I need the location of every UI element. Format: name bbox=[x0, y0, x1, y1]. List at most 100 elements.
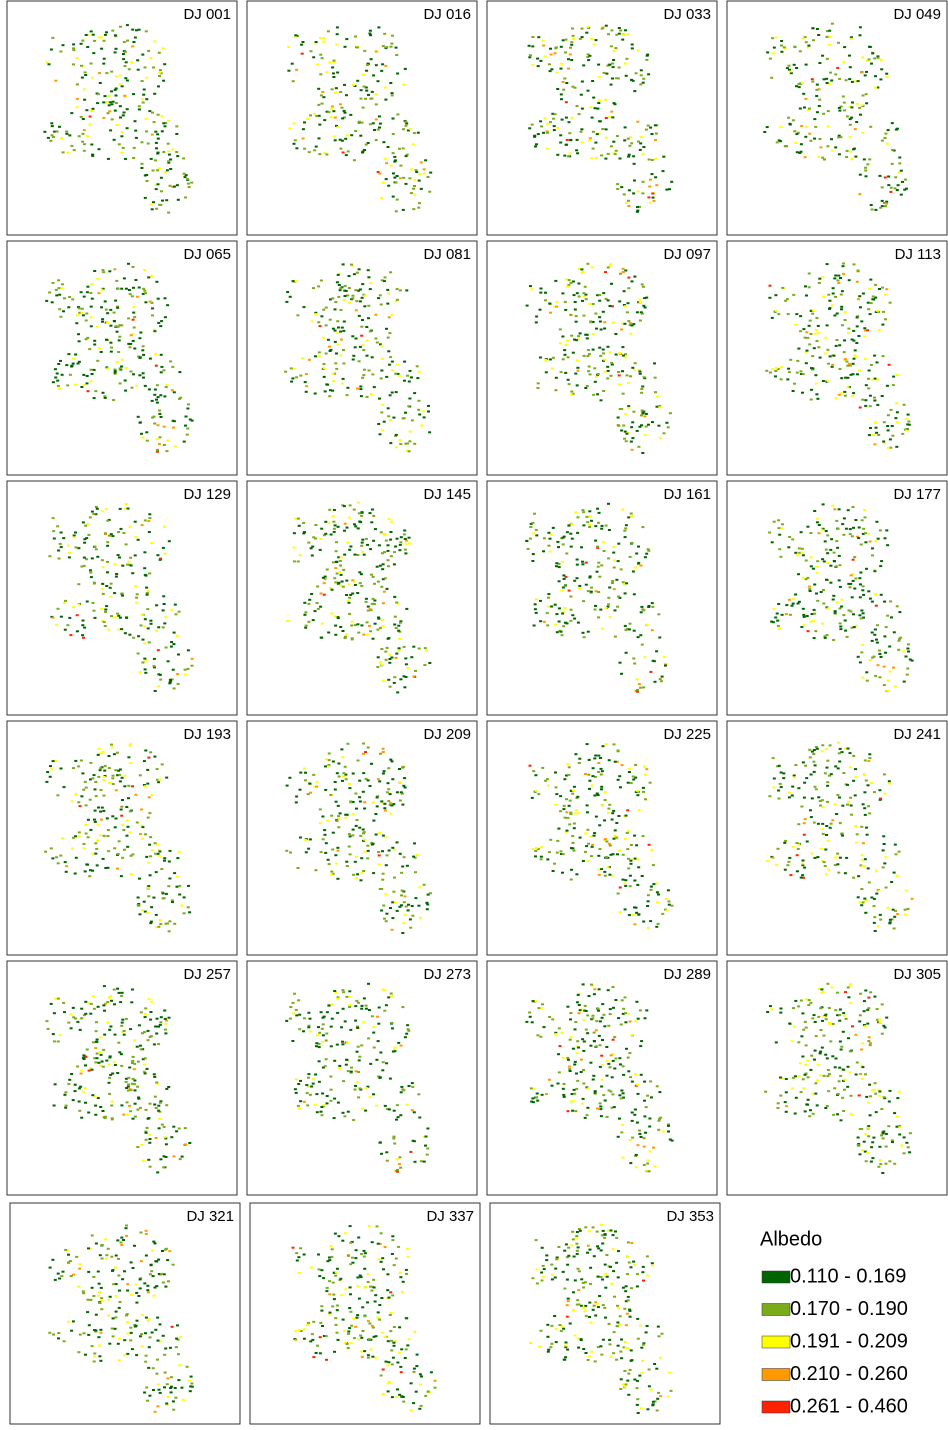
map-pixel bbox=[376, 796, 379, 798]
map-pixel bbox=[344, 523, 347, 525]
map-pixel bbox=[71, 800, 74, 802]
map-pixel bbox=[134, 37, 137, 39]
map-pixel bbox=[316, 64, 319, 66]
map-pixel bbox=[645, 1106, 648, 1108]
map-pixel bbox=[339, 560, 342, 562]
map-pixel bbox=[388, 332, 391, 334]
map-pixel bbox=[891, 163, 894, 165]
map-pixel bbox=[363, 305, 366, 307]
map-pixel bbox=[91, 777, 94, 779]
map-pixel bbox=[323, 1104, 326, 1106]
map-pixel bbox=[173, 923, 176, 925]
map-pixel bbox=[825, 873, 828, 875]
map-pixel bbox=[350, 1071, 353, 1073]
map-pixel bbox=[140, 433, 143, 435]
map-pixel bbox=[878, 650, 881, 652]
map-pixel bbox=[117, 853, 120, 855]
map-pixel bbox=[876, 404, 879, 406]
map-pixel bbox=[838, 394, 841, 396]
map-pixel bbox=[405, 155, 408, 157]
map-pixel bbox=[109, 596, 112, 598]
map-pixel bbox=[184, 176, 187, 178]
map-pixel bbox=[295, 69, 298, 71]
map-pixel bbox=[347, 150, 350, 152]
map-pixel bbox=[861, 902, 864, 904]
map-pixel bbox=[358, 1059, 361, 1061]
map-pixel bbox=[885, 288, 888, 290]
map-pixel bbox=[80, 760, 83, 762]
map-pixel bbox=[777, 625, 780, 627]
map-pixel bbox=[821, 828, 824, 830]
map-pixel bbox=[48, 555, 51, 557]
map-pixel bbox=[169, 168, 172, 170]
map-pixel bbox=[800, 125, 803, 127]
map-pixel bbox=[889, 671, 892, 673]
map-pixel bbox=[113, 1061, 116, 1063]
map-pixel bbox=[120, 875, 123, 877]
map-pixel bbox=[186, 434, 189, 436]
map-pixel bbox=[140, 624, 143, 626]
map-pixel bbox=[592, 349, 595, 351]
map-pixel bbox=[823, 561, 826, 563]
map-pixel bbox=[546, 858, 549, 860]
map-pixel bbox=[606, 366, 609, 368]
map-pixel bbox=[151, 314, 154, 316]
map-pixel bbox=[320, 593, 323, 595]
map-pixel bbox=[65, 871, 68, 873]
map-pixel bbox=[323, 367, 326, 369]
map-pixel bbox=[383, 807, 386, 809]
map-pixel bbox=[305, 391, 308, 393]
map-pixel bbox=[614, 103, 617, 105]
map-pixel bbox=[381, 552, 384, 554]
map-pixel bbox=[371, 356, 374, 358]
map-pixel bbox=[376, 566, 379, 568]
map-pixel bbox=[400, 872, 403, 874]
map-pixel bbox=[86, 601, 89, 603]
map-pixel bbox=[586, 1114, 589, 1116]
map-pixel bbox=[307, 1073, 310, 1075]
map-pixel bbox=[336, 320, 339, 322]
map-pixel bbox=[394, 1047, 397, 1049]
map-pixel bbox=[338, 776, 341, 778]
map-pixel bbox=[535, 143, 538, 145]
map-pixel bbox=[395, 54, 398, 56]
map-pixel bbox=[108, 1082, 111, 1084]
map-pixel bbox=[84, 525, 87, 527]
map-pixel bbox=[800, 626, 803, 628]
map-pixel bbox=[143, 901, 146, 903]
map-pixel bbox=[286, 291, 289, 293]
map-pixel bbox=[604, 99, 607, 101]
map-pixel bbox=[880, 656, 883, 658]
map-pixel bbox=[129, 1110, 132, 1112]
map-pixel bbox=[607, 1025, 610, 1027]
map-pixel bbox=[391, 314, 394, 316]
map-pixel bbox=[826, 801, 829, 803]
map-pixel bbox=[564, 301, 567, 303]
map-pixel bbox=[392, 133, 395, 135]
map-pixel bbox=[342, 263, 345, 265]
map-pixel bbox=[554, 52, 557, 54]
map-pixel bbox=[46, 1020, 49, 1022]
map-pixel bbox=[574, 1110, 577, 1112]
map-pixel bbox=[74, 354, 77, 356]
map-pixel bbox=[383, 1010, 386, 1012]
map-pixel bbox=[634, 567, 637, 569]
map-pixel bbox=[128, 68, 131, 70]
map-pixel bbox=[413, 185, 416, 187]
map-pixel bbox=[403, 361, 406, 363]
map-pixel bbox=[150, 542, 153, 544]
map-pixel bbox=[420, 161, 423, 163]
map-pixel bbox=[397, 630, 400, 632]
map-pixel bbox=[622, 1092, 625, 1094]
panel-label: DJ 241 bbox=[893, 726, 941, 743]
map-pixel bbox=[828, 1007, 831, 1009]
map-pixel bbox=[558, 566, 561, 568]
map-pixel bbox=[376, 666, 379, 668]
map-pixel bbox=[360, 879, 363, 881]
map-pixel bbox=[289, 1018, 292, 1020]
map-pixel bbox=[857, 298, 860, 300]
map-pixel bbox=[130, 873, 133, 875]
map-pixel bbox=[317, 88, 320, 90]
map-pixel bbox=[809, 590, 812, 592]
map-pixel bbox=[623, 290, 626, 292]
